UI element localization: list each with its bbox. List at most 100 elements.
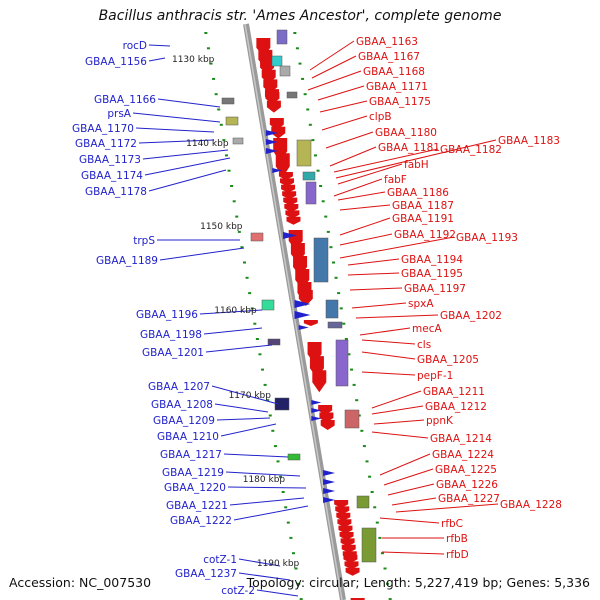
tick-mark <box>214 93 218 96</box>
tick-mark <box>224 154 228 157</box>
domain-box <box>344 409 360 429</box>
tick-mark <box>298 62 302 65</box>
forward-leader-line <box>157 98 221 108</box>
reverse-leader-line <box>339 233 393 246</box>
gene-labels: rocD GBAA_1156 GBAA_1166 prsA GBAA_1170 GBAA_… <box>72 36 562 597</box>
reverse-gene-arrow <box>336 512 351 521</box>
tick-mark <box>362 445 366 448</box>
domain-box <box>271 55 283 67</box>
reverse-gene-label: ppnK <box>426 415 454 427</box>
tick-mark <box>273 445 277 448</box>
reverse-leader-line <box>355 314 439 319</box>
forward-gene-arrow <box>323 488 336 494</box>
reverse-gene-label: GBAA_1187 <box>392 200 454 212</box>
forward-gene-label: GBAA_1222 <box>170 515 232 527</box>
reverse-gene-arrow <box>320 420 335 430</box>
forward-gene-label: GBAA_1207 <box>148 381 210 393</box>
reverse-gene-label: GBAA_1214 <box>430 433 492 445</box>
reverse-gene-label: cls <box>417 339 431 351</box>
topology-info: Topology: circular; Length: 5,227,419 bp… <box>246 575 590 590</box>
reverse-gene-label: pepF-1 <box>417 370 453 382</box>
tick-mark <box>321 200 325 203</box>
tick-mark <box>268 414 272 417</box>
tick-mark <box>311 139 315 142</box>
reverse-gene-label: GBAA_1211 <box>423 386 485 398</box>
reverse-leader-line <box>361 351 416 360</box>
reverse-leader-line <box>335 139 497 179</box>
forward-gene-label: GBAA_1237 <box>175 568 237 580</box>
reverse-gene-arrow <box>338 525 353 534</box>
reverse-leader-line <box>333 178 383 197</box>
scale-label: 1170 kbp <box>229 391 272 401</box>
scale-label: 1160 kbp <box>214 306 257 316</box>
forward-gene-label: GBAA_1219 <box>162 467 224 479</box>
forward-leader-line <box>144 157 231 176</box>
forward-gene-label: GBAA_1217 <box>160 449 222 461</box>
reverse-leader-line <box>311 55 357 79</box>
reverse-leader-line <box>371 390 422 409</box>
reverse-gene-label: GBAA_1181 <box>378 142 440 154</box>
tick-mark <box>370 491 374 493</box>
reverse-gene-arrow <box>341 544 356 553</box>
forward-leader-line <box>148 169 227 192</box>
tick-mark <box>326 230 330 233</box>
forward-gene-label: GBAA_1221 <box>166 500 228 512</box>
tick-mark <box>284 506 288 509</box>
forward-leader-line <box>216 417 271 421</box>
domain-box <box>276 29 288 45</box>
reverse-leader-line <box>391 497 437 506</box>
reverse-gene-label: GBAA_1205 <box>417 354 479 366</box>
reverse-gene-label: GBAA_1191 <box>392 213 454 225</box>
domain-box <box>225 116 239 126</box>
tick-mark <box>342 322 346 325</box>
forward-gene-label: GBAA_1196 <box>136 309 198 321</box>
reverse-gene-label: GBAA_1186 <box>387 187 449 199</box>
reverse-leader-line <box>359 327 411 336</box>
accession-label: Accession: NC_007530 <box>9 575 152 590</box>
reverse-leader-line <box>317 85 365 101</box>
reverse-gene-arrow <box>278 172 293 180</box>
forward-leader-line <box>159 247 245 261</box>
forward-leader-line <box>220 423 277 437</box>
reverse-gene-label: rfbB <box>446 533 468 545</box>
tick-mark <box>255 338 259 340</box>
domain-box <box>267 338 281 346</box>
tick-mark <box>347 353 351 356</box>
forward-leader-line <box>199 309 263 315</box>
forward-leader-line <box>211 385 279 405</box>
tick-marks <box>204 32 392 600</box>
tick-mark <box>242 261 246 264</box>
tick-mark <box>375 521 379 524</box>
forward-leader-line <box>203 327 263 335</box>
domain-box <box>313 237 329 283</box>
reverse-gene-label: GBAA_1175 <box>369 96 431 108</box>
reverse-gene-arrow <box>284 204 299 212</box>
tick-mark <box>299 598 303 600</box>
reverse-leader-line <box>347 258 400 266</box>
tick-mark <box>222 139 226 142</box>
reverse-leader-line <box>379 453 431 476</box>
reverse-leader-line <box>373 419 425 425</box>
scale-label: 1180 kbp <box>243 475 286 485</box>
scale-label: 1130 kbp <box>172 55 215 65</box>
tick-mark <box>386 582 390 585</box>
forward-gene-label: GBAA_1220 <box>164 482 226 494</box>
tick-mark <box>380 552 384 555</box>
reverse-gene-arrow <box>344 561 359 570</box>
tick-mark <box>337 292 341 295</box>
reverse-gene-arrow <box>335 506 350 515</box>
reverse-gene-label: mecA <box>412 323 442 335</box>
domain-box <box>287 453 301 461</box>
forward-gene-arrow <box>323 497 336 503</box>
forward-leader-line <box>138 139 215 144</box>
reverse-gene-label: GBAA_1224 <box>432 449 494 461</box>
reverse-leader-line <box>329 146 377 167</box>
forward-gene-label: cotZ-1 <box>203 554 237 566</box>
tick-mark <box>293 32 297 34</box>
domain-box <box>261 299 275 311</box>
tick-mark <box>355 399 359 402</box>
reverse-leader-line <box>349 287 403 291</box>
tick-mark <box>209 62 213 65</box>
forward-gene-arrow <box>294 300 311 308</box>
